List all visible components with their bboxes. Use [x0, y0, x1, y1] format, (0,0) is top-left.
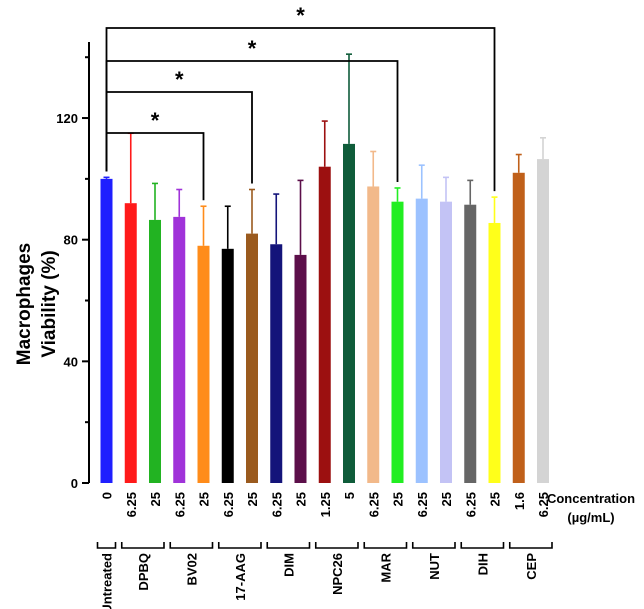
significance-star: * — [175, 67, 184, 92]
x-tick-label: 6.25 — [415, 492, 430, 517]
x-tick-label: 6.25 — [221, 492, 236, 517]
y-tick-label: 40 — [64, 354, 78, 369]
group-label: BV02 — [184, 553, 199, 586]
group-bracket — [314, 542, 359, 549]
group-bracket — [96, 542, 117, 549]
bar — [415, 198, 428, 483]
group-label: DIM — [281, 553, 296, 577]
group-label: DPBQ — [136, 553, 151, 591]
x-tick-label: 25 — [148, 492, 163, 506]
bar — [512, 172, 525, 484]
bar — [440, 201, 452, 483]
bar — [100, 178, 113, 484]
x-tick-label: 6.25 — [536, 492, 551, 517]
bar — [488, 222, 501, 483]
x-tick-label: 25 — [391, 492, 406, 506]
group-label: DIH — [475, 553, 490, 575]
y-tick-label: 0 — [71, 476, 78, 491]
y-axis-title-line1: Macrophages — [14, 243, 35, 365]
x-tick-label: 25 — [488, 492, 503, 506]
group-bracket — [508, 542, 553, 549]
x-tick-label: 5 — [342, 492, 357, 499]
bar — [246, 233, 258, 483]
group-label: 17-AAG — [233, 553, 248, 601]
bar — [318, 166, 331, 484]
x-tick-label: 6.25 — [269, 492, 284, 517]
significance-brackets: * * * * — [105, 3, 496, 201]
bar — [367, 186, 380, 483]
group-label: MAR — [378, 552, 393, 582]
bar — [343, 143, 355, 483]
x-tick-label: 6.25 — [124, 492, 139, 517]
bar — [391, 201, 404, 483]
concentration-unit-label: (µg/mL) — [567, 510, 614, 525]
group-bracket — [460, 542, 505, 549]
significance-bracket — [105, 91, 253, 184]
group-label: Untreated — [100, 553, 115, 609]
y-tick-label: 80 — [64, 233, 78, 248]
group-label: NPC26 — [330, 553, 345, 595]
x-tick-label: 6.25 — [172, 492, 187, 517]
bar — [173, 216, 186, 483]
x-tick-label: 0 — [100, 492, 115, 499]
significance-bracket — [105, 27, 496, 192]
x-tick-label: 6.25 — [463, 492, 478, 517]
x-tick-label: 25 — [439, 492, 454, 506]
group-bracket — [363, 542, 408, 549]
x-tick-label: 6.25 — [366, 492, 381, 517]
x-tick-label: 1.6 — [512, 492, 527, 510]
significance-star: * — [296, 3, 305, 28]
y-axis: 0 40 80 120 — [56, 42, 90, 491]
group-label: NUT — [427, 553, 442, 580]
bar — [294, 254, 307, 483]
x-tick-label: 25 — [245, 492, 260, 506]
x-tick-label: 25 — [197, 492, 212, 506]
group-bracket — [169, 542, 214, 549]
bar — [124, 203, 137, 483]
bar — [464, 204, 477, 483]
x-tick-label: 25 — [294, 492, 309, 506]
group-bracket — [217, 542, 262, 549]
x-tick-label: 1.25 — [318, 492, 333, 517]
x-tick-labels: 0 6.25 25 6.25 25 6.25 25 6.25 25 1.25 5 6.25 25 6.25… — [100, 492, 552, 517]
significance-star: * — [248, 36, 257, 61]
significance-star: * — [151, 108, 160, 133]
bars-layer — [100, 53, 549, 484]
bar — [221, 248, 234, 483]
concentration-label: Concentration — [547, 491, 635, 506]
bar — [270, 244, 283, 483]
y-tick-label: 120 — [56, 111, 78, 126]
bar — [197, 245, 210, 483]
group-labels: Untreated DPBQ BV02 17-AAG DIM NPC26 MAR NUT DIH… — [96, 542, 553, 609]
group-bracket — [120, 542, 165, 549]
group-label: CEP — [524, 553, 539, 580]
group-bracket — [411, 542, 456, 549]
y-axis-title-line2: Viability (%) — [39, 250, 60, 357]
group-bracket — [266, 542, 311, 549]
bar — [149, 219, 161, 483]
bar — [537, 159, 549, 483]
